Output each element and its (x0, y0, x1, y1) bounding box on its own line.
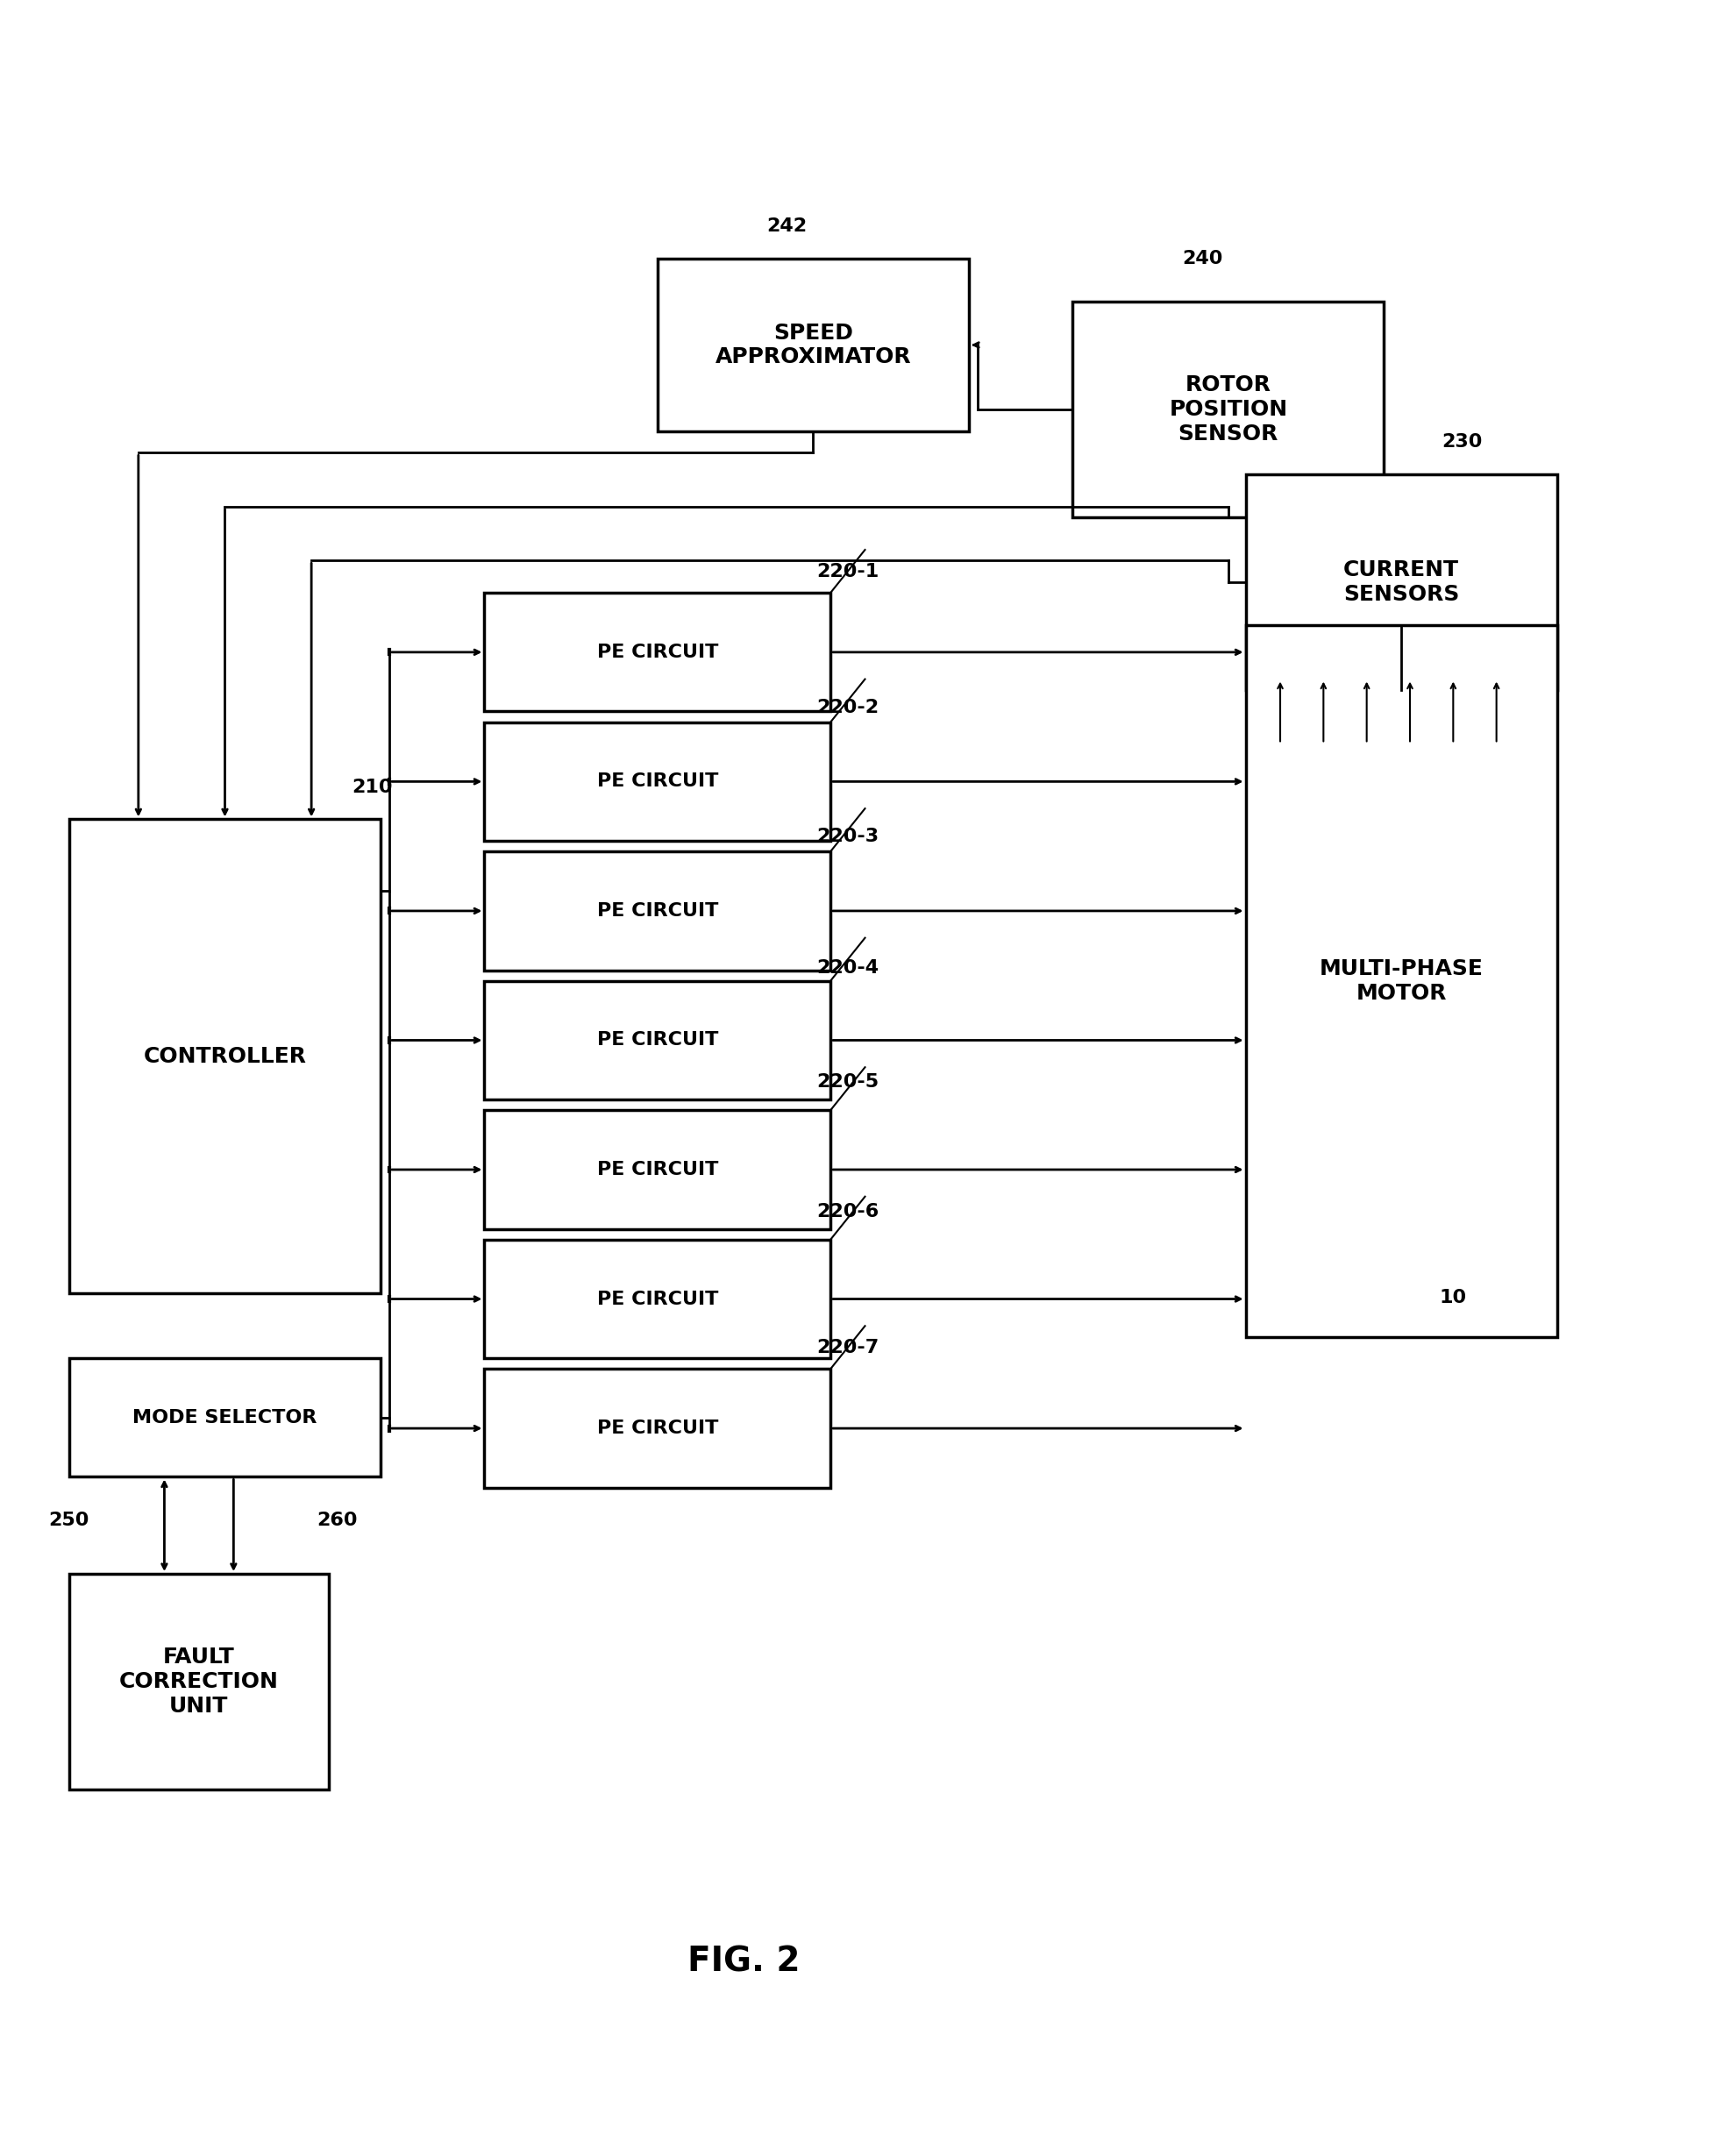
Text: 220-3: 220-3 (817, 828, 879, 845)
FancyBboxPatch shape (1073, 302, 1384, 517)
Text: 250: 250 (48, 1511, 90, 1529)
FancyBboxPatch shape (1246, 625, 1557, 1337)
Text: 220-5: 220-5 (817, 1074, 879, 1091)
Text: PE CIRCUIT: PE CIRCUIT (597, 772, 718, 791)
Text: PE CIRCUIT: PE CIRCUIT (597, 1031, 718, 1050)
Text: 10: 10 (1439, 1289, 1467, 1307)
Text: SPEED
APPROXIMATOR: SPEED APPROXIMATOR (714, 321, 912, 369)
Text: 210: 210 (351, 778, 393, 796)
Text: 220-4: 220-4 (817, 959, 879, 977)
FancyBboxPatch shape (69, 1358, 381, 1477)
FancyBboxPatch shape (484, 1110, 830, 1229)
Text: 220-2: 220-2 (817, 699, 879, 716)
Text: MULTI-PHASE
MOTOR: MULTI-PHASE MOTOR (1320, 957, 1483, 1005)
FancyBboxPatch shape (484, 1369, 830, 1488)
Text: ROTOR
POSITION
SENSOR: ROTOR POSITION SENSOR (1169, 375, 1287, 444)
Text: PE CIRCUIT: PE CIRCUIT (597, 642, 718, 662)
Text: 240: 240 (1182, 250, 1223, 267)
Text: FIG. 2: FIG. 2 (687, 1945, 801, 1979)
FancyBboxPatch shape (69, 1574, 329, 1789)
FancyBboxPatch shape (484, 722, 830, 841)
Text: 242: 242 (766, 218, 808, 235)
FancyBboxPatch shape (484, 852, 830, 970)
FancyBboxPatch shape (69, 819, 381, 1294)
Text: 220-7: 220-7 (817, 1339, 879, 1356)
Text: PE CIRCUIT: PE CIRCUIT (597, 901, 718, 921)
Text: FAULT
CORRECTION
UNIT: FAULT CORRECTION UNIT (119, 1647, 279, 1716)
Text: 260: 260 (317, 1511, 358, 1529)
FancyBboxPatch shape (484, 981, 830, 1100)
Text: CURRENT
SENSORS: CURRENT SENSORS (1342, 558, 1460, 606)
Text: CONTROLLER: CONTROLLER (144, 1046, 306, 1067)
FancyBboxPatch shape (657, 259, 969, 431)
Text: MODE SELECTOR: MODE SELECTOR (133, 1408, 317, 1427)
Text: 220-6: 220-6 (817, 1203, 879, 1220)
FancyBboxPatch shape (1246, 474, 1557, 690)
Text: PE CIRCUIT: PE CIRCUIT (597, 1419, 718, 1438)
FancyBboxPatch shape (484, 593, 830, 711)
Text: PE CIRCUIT: PE CIRCUIT (597, 1160, 718, 1179)
Text: 220-1: 220-1 (817, 563, 879, 580)
FancyBboxPatch shape (484, 1240, 830, 1358)
Text: 230: 230 (1441, 433, 1483, 451)
Text: PE CIRCUIT: PE CIRCUIT (597, 1289, 718, 1309)
